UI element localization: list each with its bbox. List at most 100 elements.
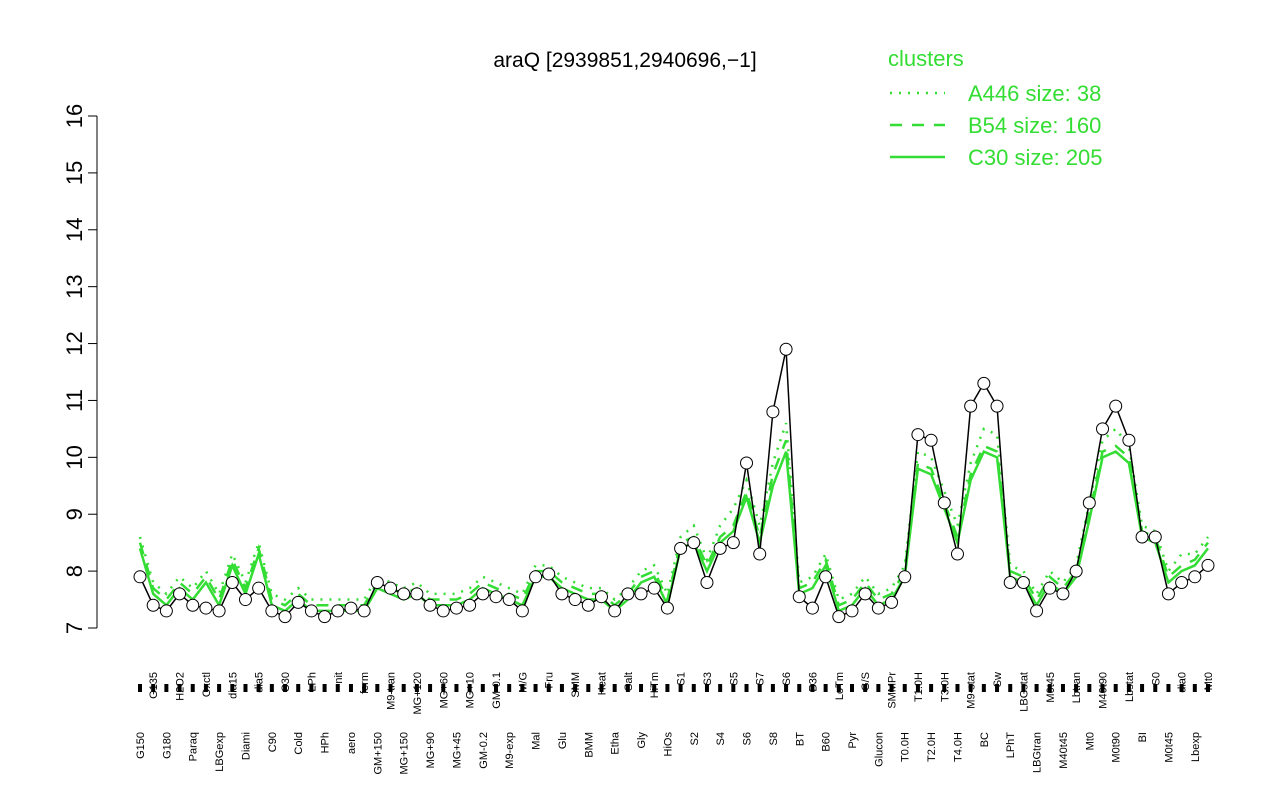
data-point bbox=[252, 581, 266, 595]
data-point bbox=[489, 590, 503, 604]
data-point bbox=[726, 536, 740, 550]
x-tick-label: GM+150 bbox=[372, 732, 384, 775]
data-point bbox=[1043, 581, 1057, 595]
data-point bbox=[950, 547, 964, 561]
data-point bbox=[647, 581, 661, 595]
y-tick-label: 10 bbox=[62, 445, 87, 469]
data-point bbox=[1188, 570, 1202, 584]
data-point bbox=[713, 541, 727, 555]
x-tick-label: Sw bbox=[992, 672, 1004, 687]
data-point bbox=[397, 587, 411, 601]
data-point bbox=[792, 590, 806, 604]
x-tick-label: S6 bbox=[742, 732, 754, 745]
data-point bbox=[621, 587, 635, 601]
x-tick-label: GM-0.2 bbox=[478, 732, 490, 769]
x-tick-label: Pyr bbox=[847, 732, 859, 749]
x-tick-label: S4 bbox=[715, 732, 727, 745]
x-tick-label: C90 bbox=[267, 732, 279, 752]
x-tick-label: T4.0H bbox=[952, 732, 964, 762]
data-point bbox=[1096, 422, 1110, 436]
data-point bbox=[990, 399, 1004, 413]
y-tick-label: 11 bbox=[62, 389, 87, 412]
data-point bbox=[449, 601, 463, 615]
x-tick-label: S1 bbox=[676, 672, 688, 685]
x-tick-label: S8 bbox=[768, 732, 780, 745]
data-point bbox=[159, 604, 173, 618]
x-tick-label: S3 bbox=[702, 672, 714, 685]
data-point bbox=[805, 601, 819, 615]
data-point bbox=[1201, 558, 1215, 572]
data-point bbox=[1056, 587, 1070, 601]
x-tick-label: S6 bbox=[781, 672, 793, 685]
data-point bbox=[608, 604, 622, 618]
data-point bbox=[885, 595, 899, 609]
data-point bbox=[186, 598, 200, 612]
x-tick-label: HiOs bbox=[662, 732, 674, 757]
data-point bbox=[529, 570, 543, 584]
data-point bbox=[594, 590, 608, 604]
data-point bbox=[1175, 575, 1189, 589]
data-point bbox=[964, 399, 978, 413]
data-point bbox=[133, 570, 147, 584]
data-point bbox=[555, 587, 569, 601]
data-point bbox=[700, 575, 714, 589]
data-point bbox=[1122, 433, 1136, 447]
data-point bbox=[463, 598, 477, 612]
data-point bbox=[212, 604, 226, 618]
data-point bbox=[291, 595, 305, 609]
x-tick-label: S7 bbox=[755, 672, 767, 685]
data-point bbox=[858, 587, 872, 601]
x-tick-label: BT bbox=[794, 732, 806, 746]
data-point bbox=[502, 593, 516, 607]
data-line bbox=[139, 349, 1209, 618]
y-tick-label: 16 bbox=[62, 104, 87, 128]
data-point bbox=[581, 598, 595, 612]
x-tick-label: LBGtran bbox=[1032, 732, 1044, 773]
data-point bbox=[370, 575, 384, 589]
y-tick-label: 12 bbox=[62, 331, 87, 355]
x-tick-label: HPh bbox=[320, 732, 332, 753]
data-point bbox=[937, 496, 951, 510]
data-point bbox=[779, 342, 793, 356]
data-point bbox=[898, 570, 912, 584]
data-point bbox=[1135, 530, 1149, 544]
x-tick-label: M40t45 bbox=[1058, 732, 1070, 769]
data-point bbox=[265, 604, 279, 618]
x-tick-label: M0t90 bbox=[1111, 732, 1123, 763]
data-point bbox=[146, 598, 160, 612]
data-point bbox=[278, 610, 292, 624]
data-point bbox=[357, 604, 371, 618]
x-tick-label: MG+90 bbox=[425, 732, 437, 768]
data-point bbox=[423, 598, 437, 612]
legend-label: A446 size: 38 bbox=[968, 81, 1101, 106]
y-tick-label: 14 bbox=[62, 218, 87, 242]
x-tick-label: S0 bbox=[1150, 672, 1162, 685]
x-tick-label: Mal bbox=[531, 732, 543, 750]
x-tick-label: G150 bbox=[135, 732, 147, 759]
data-point bbox=[687, 536, 701, 550]
data-point bbox=[384, 581, 398, 595]
data-point bbox=[515, 604, 529, 618]
data-point bbox=[977, 376, 991, 390]
data-point bbox=[1016, 575, 1030, 589]
x-tick-label: G180 bbox=[161, 732, 173, 759]
data-point bbox=[924, 433, 938, 447]
data-point bbox=[674, 541, 688, 555]
chart-title: araQ [2939851,2940696,−1] bbox=[493, 49, 756, 72]
data-point bbox=[304, 604, 318, 618]
data-point bbox=[766, 405, 780, 419]
x-tick-label: Glu bbox=[557, 732, 569, 749]
legend-label: C30 size: 205 bbox=[968, 145, 1103, 170]
data-point bbox=[845, 604, 859, 618]
x-tick-label: M0t45 bbox=[1163, 732, 1175, 763]
data-point bbox=[1161, 587, 1175, 601]
x-tick-label: Glucon bbox=[873, 732, 885, 767]
x-tick-label: MG+45 bbox=[451, 732, 463, 768]
x-tick-label: Gly bbox=[636, 732, 648, 749]
data-point bbox=[1109, 399, 1123, 413]
x-tick-label: T0.0H bbox=[900, 732, 912, 762]
x-tick-label: MG+150 bbox=[399, 732, 411, 775]
x-tick-label: LPhT bbox=[1005, 732, 1017, 759]
x-tick-label: Mt0 bbox=[1084, 732, 1096, 750]
